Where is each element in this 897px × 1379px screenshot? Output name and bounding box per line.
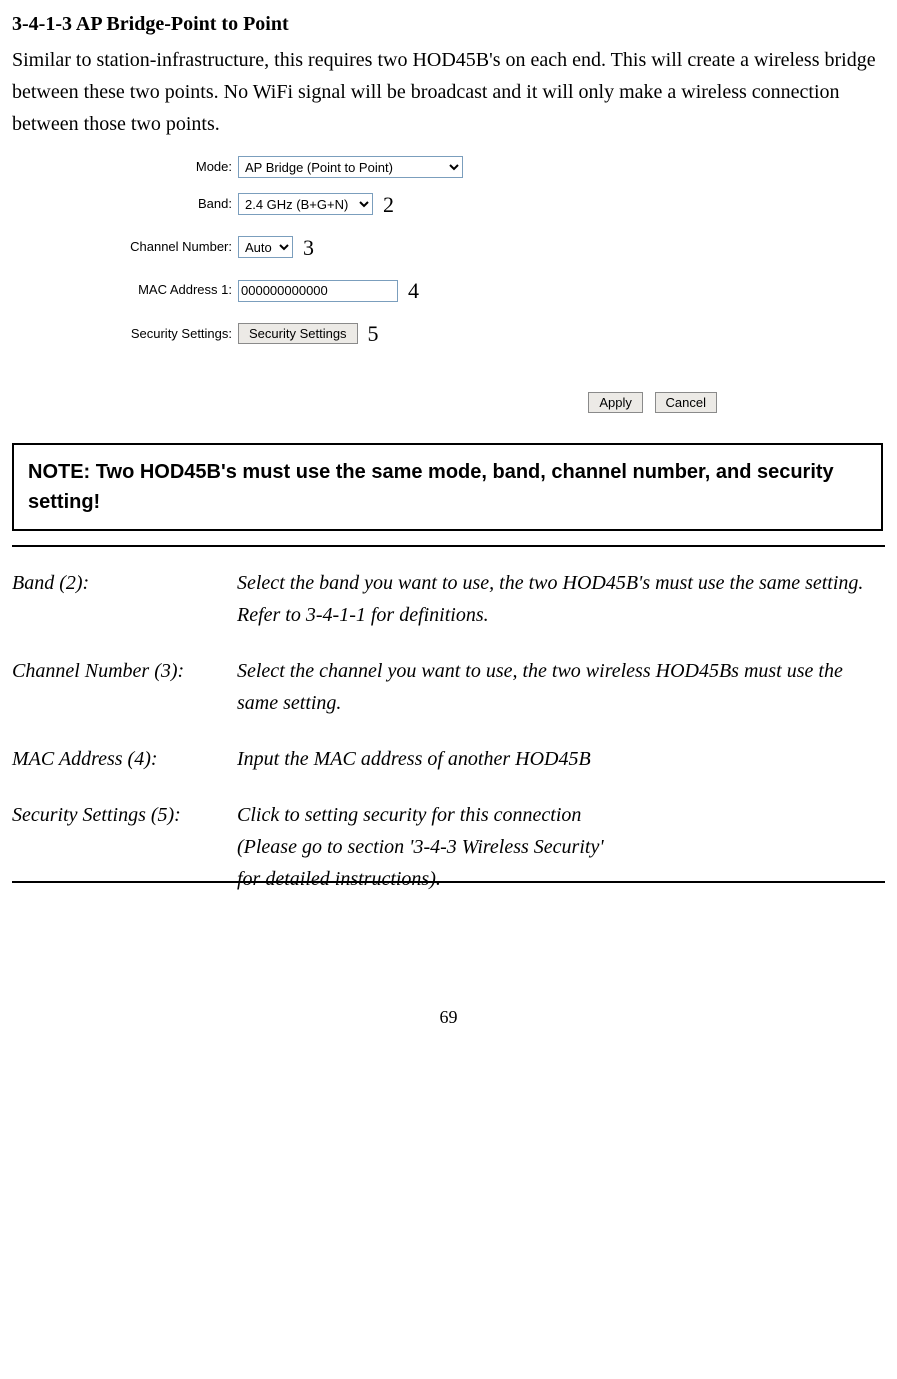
def-channel: Channel Number (3): Select the channel y… <box>12 655 885 719</box>
def-mac: MAC Address (4): Input the MAC address o… <box>12 743 885 775</box>
def-security-term: Security Settings (5): <box>12 799 237 895</box>
annot-security: 5 <box>368 316 379 351</box>
field-band: 2.4 GHz (B+G+N) <box>238 193 373 216</box>
config-panel: Mode: AP Bridge (Point to Point) Band: 2… <box>127 156 727 413</box>
def-mac-term: MAC Address (4): <box>12 743 237 775</box>
mac-input[interactable] <box>238 280 398 302</box>
def-channel-term: Channel Number (3): <box>12 655 237 719</box>
label-mode: Mode: <box>127 157 238 178</box>
page-number: 69 <box>12 1003 885 1032</box>
label-band: Band: <box>127 194 238 215</box>
definitions: Band (2): Select the band you want to us… <box>12 567 885 895</box>
def-channel-desc: Select the channel you want to use, the … <box>237 655 885 719</box>
row-mode: Mode: AP Bridge (Point to Point) <box>127 156 727 179</box>
field-security: Security Settings <box>238 323 358 345</box>
section-title: 3-4-1-3 AP Bridge-Point to Point <box>12 8 885 40</box>
row-mac: MAC Address 1: 4 <box>127 273 727 308</box>
note-box: NOTE: Two HOD45B's must use the same mod… <box>12 443 883 531</box>
field-mac <box>238 280 398 302</box>
field-mode: AP Bridge (Point to Point) <box>238 156 463 179</box>
security-settings-button[interactable]: Security Settings <box>238 323 358 344</box>
label-security: Security Settings: <box>127 324 238 345</box>
button-row: Apply Cancel <box>127 392 717 414</box>
apply-button[interactable]: Apply <box>588 392 643 413</box>
section-intro: Similar to station-infrastructure, this … <box>12 44 885 140</box>
def-mac-desc: Input the MAC address of another HOD45B <box>237 743 885 775</box>
label-channel: Channel Number: <box>127 237 238 258</box>
divider-top <box>12 545 885 547</box>
row-security: Security Settings: Security Settings 5 <box>127 316 727 351</box>
band-select[interactable]: 2.4 GHz (B+G+N) <box>238 193 373 215</box>
def-band-desc: Select the band you want to use, the two… <box>237 567 885 631</box>
channel-select[interactable]: Auto <box>238 236 293 258</box>
annot-channel: 3 <box>303 230 314 265</box>
label-mac: MAC Address 1: <box>127 280 238 301</box>
cancel-button[interactable]: Cancel <box>655 392 717 413</box>
def-security: Security Settings (5): Click to setting … <box>12 799 885 895</box>
row-channel: Channel Number: Auto 3 <box>127 230 727 265</box>
def-band: Band (2): Select the band you want to us… <box>12 567 885 631</box>
annot-mac: 4 <box>408 273 419 308</box>
row-band: Band: 2.4 GHz (B+G+N) 2 <box>127 187 727 222</box>
mode-select[interactable]: AP Bridge (Point to Point) <box>238 156 463 178</box>
def-band-term: Band (2): <box>12 567 237 631</box>
def-security-desc: Click to setting security for this conne… <box>237 799 885 895</box>
annot-band: 2 <box>383 187 394 222</box>
field-channel: Auto <box>238 236 293 259</box>
